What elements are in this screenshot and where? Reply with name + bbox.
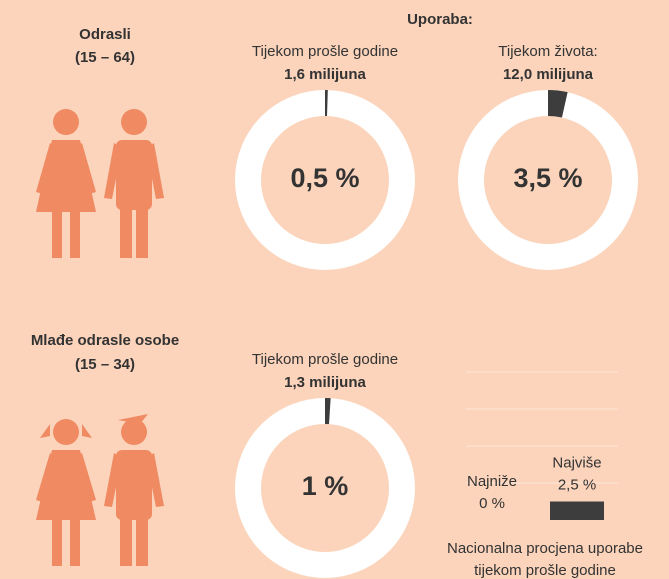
section-age: (15 – 34) — [75, 356, 135, 373]
donut-subtitle: 1,3 milijuna — [284, 374, 366, 391]
donut-center-label: 0,5 % — [290, 163, 359, 193]
bar-category-label: Najviše — [552, 454, 601, 471]
bar-value-label: 2,5 % — [558, 476, 596, 493]
donut-center-label: 3,5 % — [513, 163, 582, 193]
section-age: (15 – 64) — [75, 49, 135, 66]
donut-title: Tijekom prošle godine — [252, 43, 398, 60]
donut-center-label: 1 % — [302, 471, 349, 501]
section-label: Mlađe odrasle osobe — [31, 332, 179, 349]
donut-title: Tijekom života: — [498, 43, 597, 60]
donut-subtitle: 1,6 milijuna — [284, 66, 366, 83]
young-man-icon — [104, 414, 164, 566]
adult-woman-icon — [36, 109, 96, 258]
donut-slice — [325, 398, 331, 425]
bar-caption: Nacionalna procjena uporabe tijekom proš… — [447, 540, 643, 579]
heading: Uporaba: — [407, 11, 473, 28]
donut-slice — [548, 90, 568, 118]
donut-subtitle: 12,0 milijuna — [503, 66, 594, 83]
adult-man-icon — [104, 109, 164, 258]
bar-category-label: Najniže — [467, 473, 517, 490]
young-woman-icon — [36, 419, 96, 566]
section-label: Odrasli — [79, 26, 131, 43]
donut-title: Tijekom prošle godine — [252, 351, 398, 368]
bar-value-label: 0 % — [479, 495, 505, 512]
bar — [550, 501, 604, 520]
donut-slice — [325, 89, 328, 117]
